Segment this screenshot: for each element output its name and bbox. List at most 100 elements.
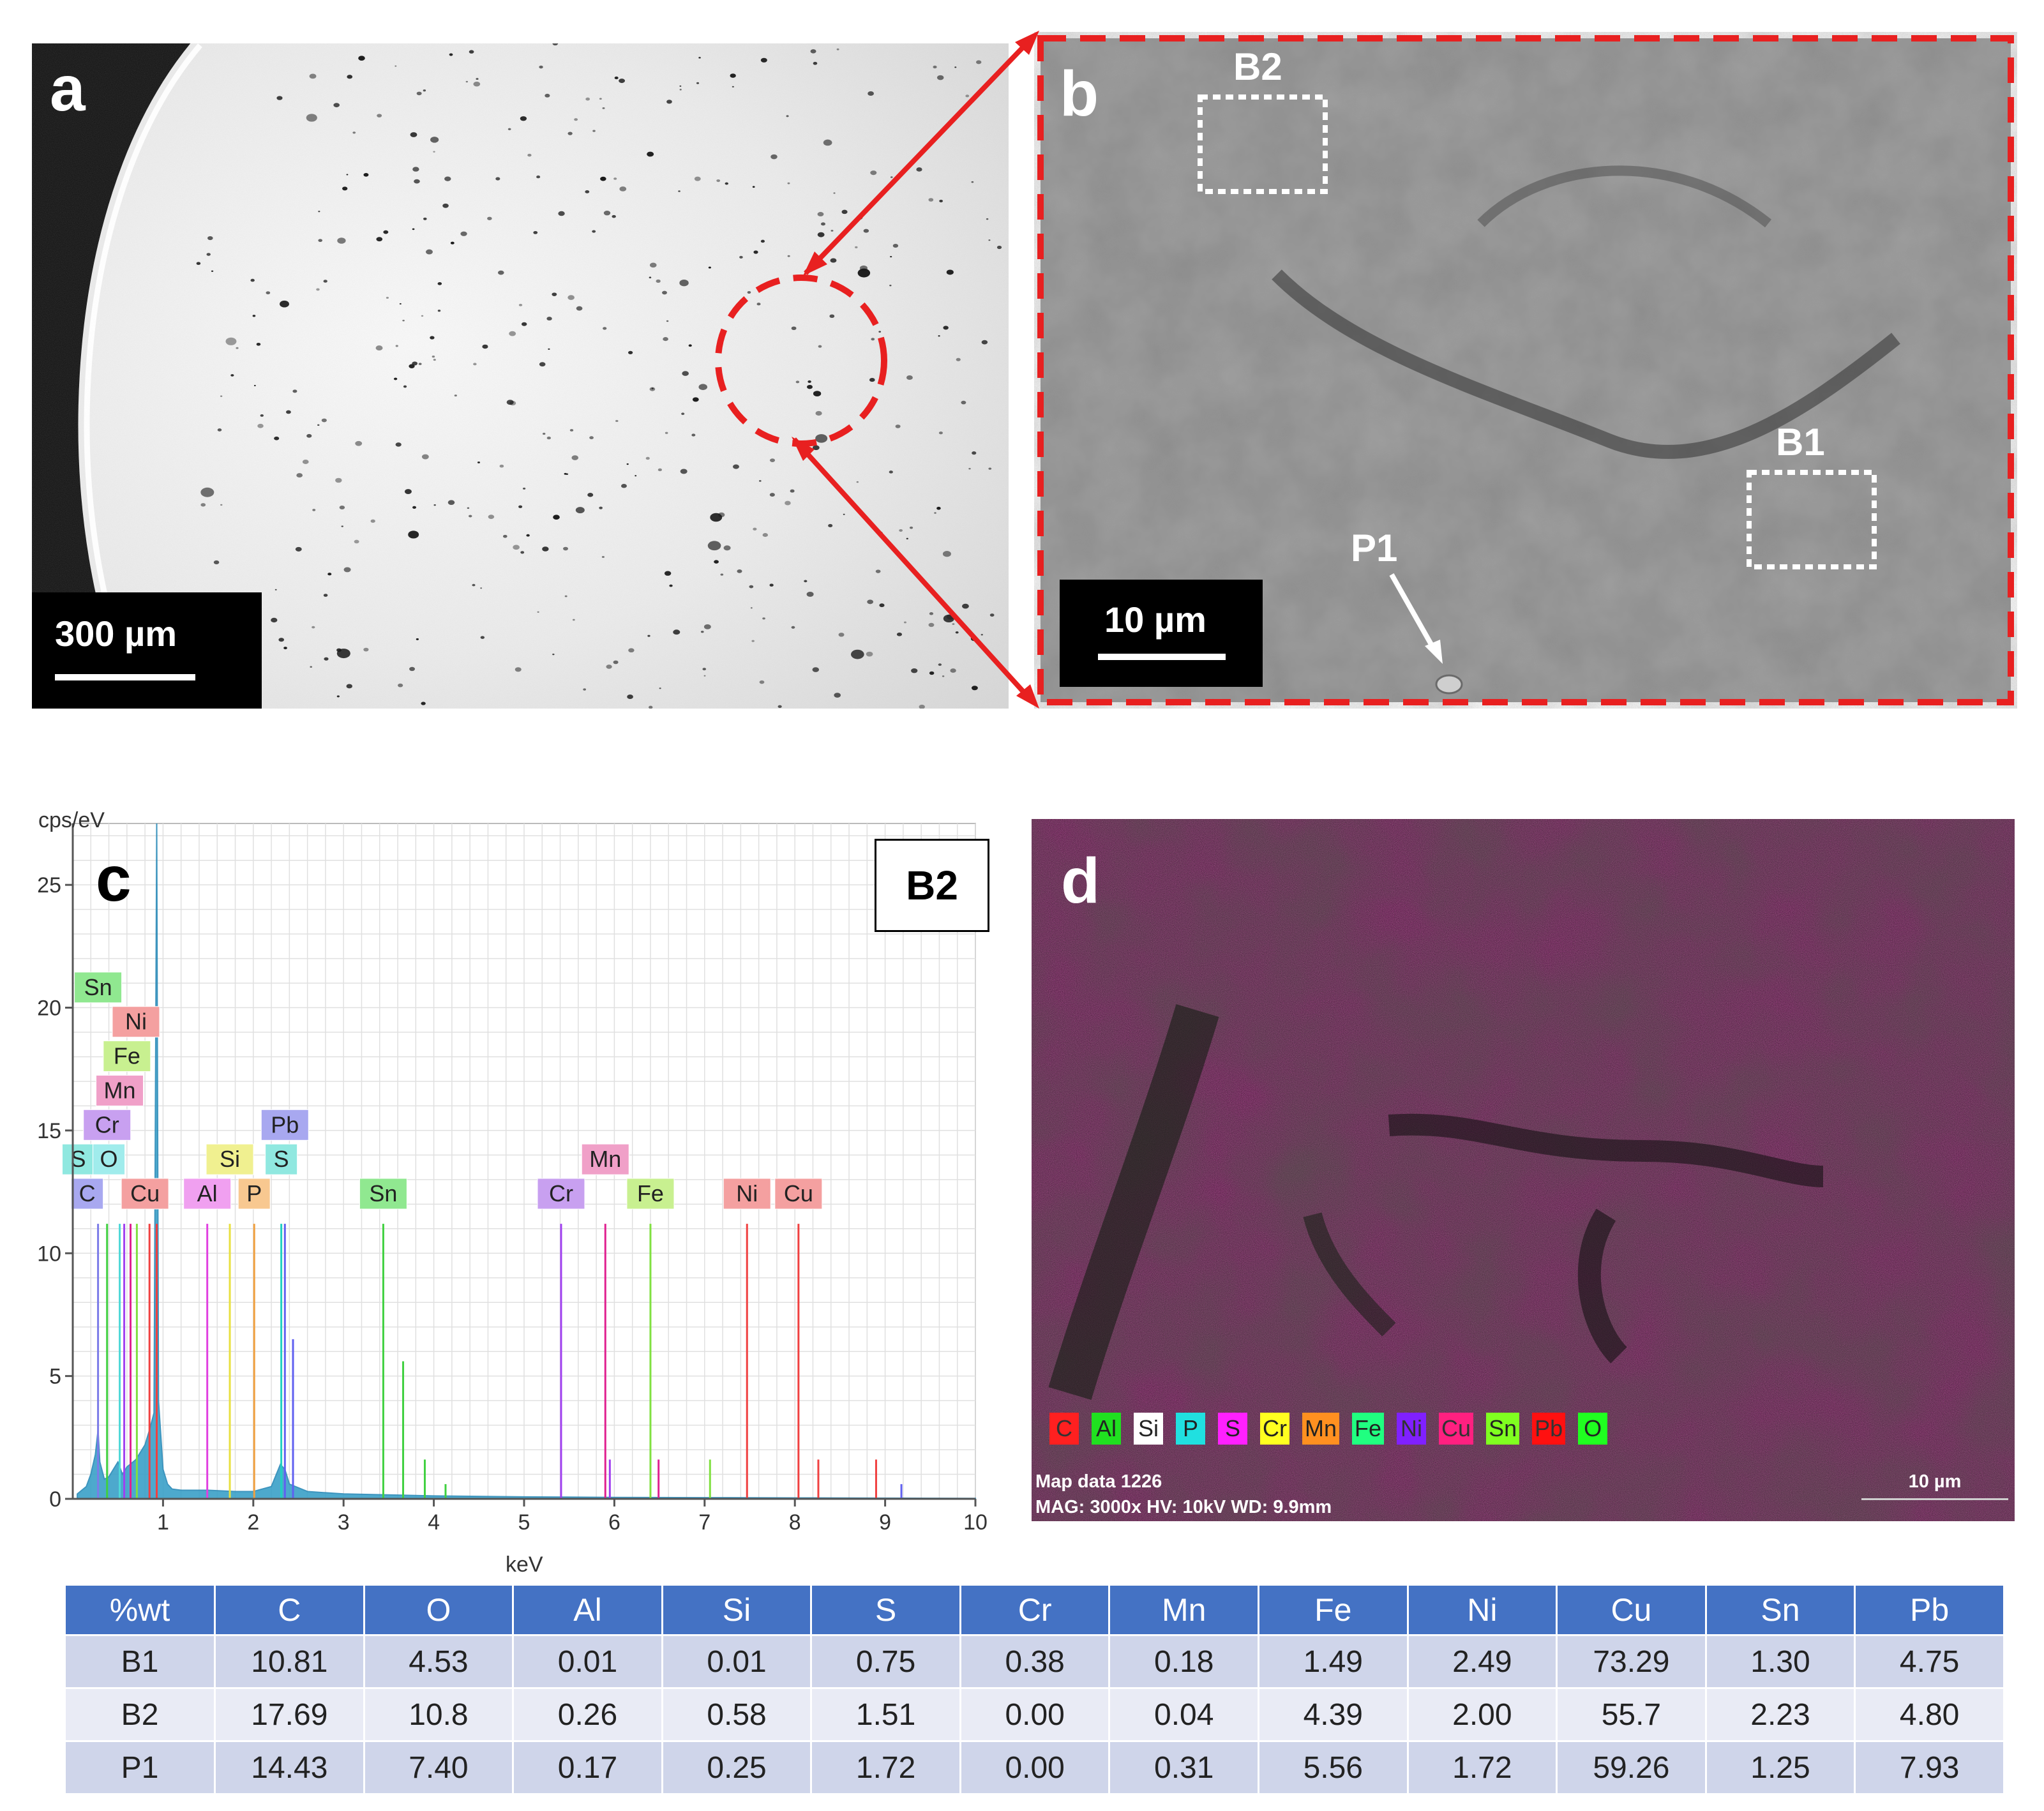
pore-speck [619,79,625,84]
pore-speck [376,237,383,242]
pore-speck [323,594,328,597]
pore-speck [318,239,323,243]
table-header-cell: C [214,1586,365,1635]
legend-item-s: S [1218,1413,1247,1445]
pore-speck [220,395,223,397]
map-scale-line [1861,1498,2008,1500]
pore-speck [408,530,419,539]
table-cell: 0.75 [811,1634,961,1688]
pore-speck [283,647,287,650]
pore-speck [487,216,492,220]
pore-speck [613,660,619,665]
pore-speck [778,705,782,709]
pore-speck [430,336,435,340]
pore-speck [552,653,555,656]
pore-speck [465,80,469,83]
x-tick-label: 10 [963,1510,988,1535]
pore-speck [563,546,568,551]
scale-bar-line [1098,654,1226,660]
map-title: Map data 1226 [1035,1471,1162,1492]
region-label-b1: B1 [1776,421,1825,463]
table-cell: 73.29 [1556,1634,1707,1688]
pore-speck [871,338,875,341]
pore-speck [833,192,836,194]
pore-speck [696,82,700,84]
x-tick-label: 3 [338,1510,350,1535]
pore-speck [312,626,315,629]
pore-speck [433,359,436,361]
pore-speck [830,258,837,263]
table-cell: 0.26 [513,1687,663,1741]
pore-speck [416,91,422,96]
p1-arrow-head [1425,640,1443,664]
pore-speck [533,230,538,234]
pore-speck [569,429,574,432]
table-cell: 0.01 [662,1634,813,1688]
y-tick-label: 20 [37,996,61,1021]
pore-speck [956,357,961,361]
peak-tag-mn: Mn [589,1146,621,1172]
pore-speck [749,585,754,589]
pore-speck [619,186,627,192]
peak-tag-box-sn [359,1178,407,1210]
pore-speck [820,222,825,226]
pore-speck [906,375,913,380]
pore-speck [589,436,594,440]
pore-speck [762,617,765,620]
pore-speck [574,118,578,121]
pore-speck [599,98,602,100]
pore-speck [253,385,256,387]
pore-speck [252,315,256,317]
pore-speck [694,176,701,181]
pore-speck [659,688,661,689]
pore-speck [412,361,418,366]
pore-speck [769,493,775,497]
pore-speck [813,391,822,397]
pore-speck [810,49,816,54]
pore-speck [938,663,942,666]
peak-tag-box-fe [103,1041,151,1072]
pore-speck [393,377,398,380]
pore-speck [583,688,587,691]
table-row: B2 17.69 10.8 0.26 0.58 1.51 0.00 0.04 4.39 2.00 5… [66,1687,2005,1741]
pore-speck [409,666,416,672]
table-header-cell: Mn [1109,1586,1259,1635]
peak-tag-box-fe [626,1178,675,1210]
pore-speck [522,487,526,490]
pore-speck [515,667,522,672]
pore-speck [795,380,800,384]
table-body: B1 10.81 4.53 0.01 0.01 0.75 0.38 0.18 1.49 2.49 7… [66,1634,2005,1793]
table-cell: 4.80 [1854,1687,2005,1741]
pore-speck [521,322,527,326]
pore-speck [928,622,935,627]
pore-speck [656,279,661,283]
scale-bar-label: 300 µm [55,613,177,654]
pore-speck [787,255,790,257]
pore-speck [866,651,873,657]
peak-lines [97,1224,903,1499]
table-cell: 1.72 [1408,1740,1558,1793]
pore-speck [975,60,982,64]
pore-speck [564,595,567,597]
pore-speck [447,500,455,505]
pore-speck [395,442,402,447]
pore-speck [585,190,590,193]
panel-label-a: a [50,53,86,124]
pore-speck [266,291,271,295]
pore-speck [587,493,594,497]
pore-speck [280,300,289,308]
pore-speck [395,65,397,67]
pore-speck [649,705,653,709]
x-tick-label: 9 [879,1510,891,1535]
peak-tag-sn: Sn [84,974,112,1000]
pore-speck [817,232,825,237]
pore-speck [256,342,261,346]
table-cell: 2.23 [1706,1687,1856,1741]
pore-speck [230,374,234,377]
table-cell: 55.7 [1556,1687,1707,1741]
table-cell: 4.39 [1258,1687,1409,1741]
chart-axes: 1 2 3 4 5 6 7 8 9 10 0 5 10 15 20 25 [37,823,988,1535]
pore-speck [421,315,424,317]
pore-speck [333,103,340,108]
pore-speck [786,115,789,117]
